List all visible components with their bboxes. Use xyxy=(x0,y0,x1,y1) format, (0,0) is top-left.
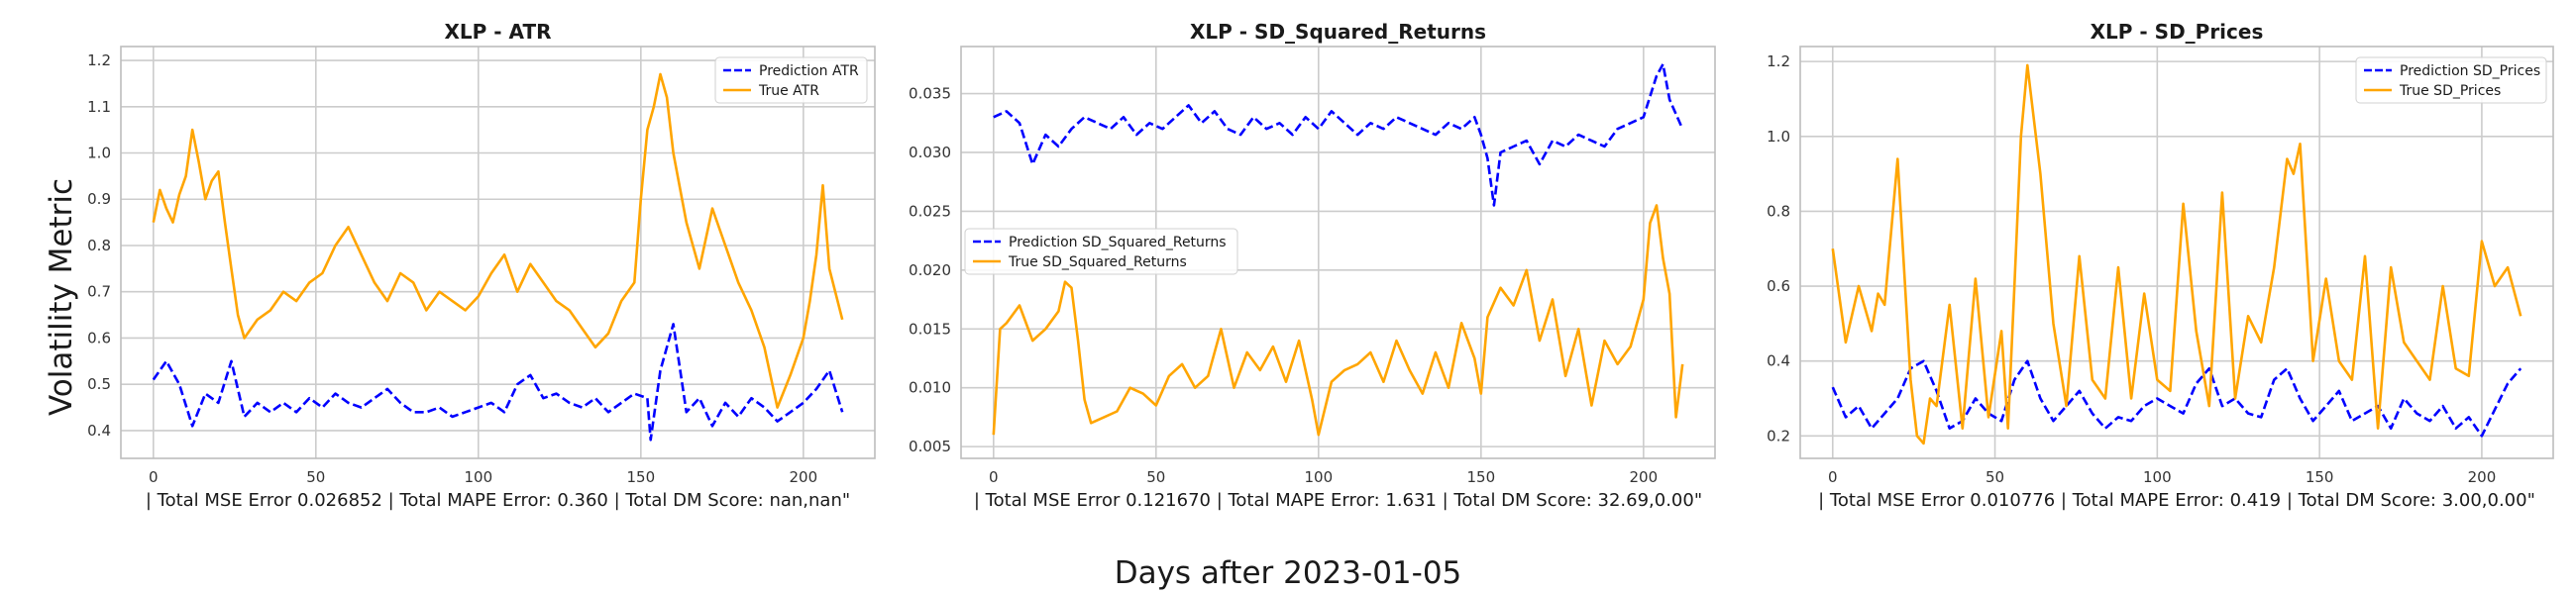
x-tick-label: 50 xyxy=(306,468,325,486)
y-tick-label: 0.5 xyxy=(87,375,111,393)
true-line xyxy=(152,72,844,409)
y-tick-label: 0.025 xyxy=(909,202,951,220)
x-tick-label: 0 xyxy=(149,468,159,486)
legend-label: True SD_Squared_Returns xyxy=(1008,254,1187,270)
x-tick-label: 50 xyxy=(1986,468,2004,486)
subplot-title: XLP - ATR xyxy=(444,20,551,44)
x-tick-label: 100 xyxy=(1304,468,1333,486)
y-tick-label: 1.0 xyxy=(1767,128,1790,146)
y-tick-label: 0.4 xyxy=(1767,352,1790,370)
x-tick-label: 50 xyxy=(1146,468,1165,486)
legend-label: Prediction SD_Prices xyxy=(2400,63,2540,79)
subplot-title: XLP - SD_Prices xyxy=(2091,20,2264,44)
legend-label: Prediction ATR xyxy=(759,63,859,79)
x-tick-label: 150 xyxy=(1467,468,1496,486)
x-tick-label: 200 xyxy=(2468,468,2497,486)
x-tick-label: 150 xyxy=(2306,468,2334,486)
y-tick-label: 0.2 xyxy=(1767,427,1790,445)
legend: Prediction SD_Squared_Returns True SD_Squ… xyxy=(964,228,1238,275)
legend-label: True SD_Prices xyxy=(2399,83,2501,99)
y-tick-label: 0.035 xyxy=(909,85,951,103)
legend-box xyxy=(964,228,1238,275)
prediction-line xyxy=(152,323,844,442)
prediction-line xyxy=(1831,359,2522,438)
y-tick-label: 0.6 xyxy=(1767,277,1790,295)
x-tick-label: 150 xyxy=(627,468,656,486)
y-tick-label: 0.010 xyxy=(909,379,951,397)
x-tick-label: 100 xyxy=(2143,468,2172,486)
axes-frame xyxy=(960,46,1716,459)
true-line xyxy=(1831,63,2522,446)
true-line xyxy=(992,204,1684,437)
y-tick-label: 1.2 xyxy=(87,51,111,69)
x-tick-label: 200 xyxy=(790,468,818,486)
subplot-sd-prices: 0 50 100 150 200 0.2 0.4 0.6 0.8 1.0 1.2 XLP - SD_… xyxy=(1767,20,2554,511)
y-tick-label: 0.005 xyxy=(909,438,951,455)
y-tick-label: 0.015 xyxy=(909,320,951,338)
legend-box xyxy=(714,56,868,104)
subplot-xlabel: | Total MSE Error 0.010776 | Total MAPE … xyxy=(1818,490,2535,511)
x-tick-label: 100 xyxy=(464,468,492,486)
y-tick-label: 1.2 xyxy=(1767,52,1790,70)
x-tick-label: 0 xyxy=(1828,468,1838,486)
y-tick-label: 0.7 xyxy=(87,283,111,301)
y-tick-label: 0.9 xyxy=(87,190,111,208)
subplot-sd-squared-returns: 0 50 100 150 200 0.005 0.010 0.015 0.020 0.025 0.0… xyxy=(909,20,1716,511)
subplot-title: XLP - SD_Squared_Returns xyxy=(1190,20,1486,44)
axes-frame xyxy=(120,46,876,459)
y-tick-label: 0.020 xyxy=(909,261,951,279)
y-tick-label: 1.1 xyxy=(87,98,111,116)
x-tick-label: 200 xyxy=(1630,468,1659,486)
subplot-atr: 0 50 100 150 2000.40.50.60.70.80.91.01.11.2 … xyxy=(87,20,876,511)
plot-area: 0 50 100 150 200 0.4 0.5 0.6 0.7 0.8 0.9 1.0 1.1 1.2 xyxy=(87,46,876,486)
subplot-xlabel: | Total MSE Error 0.121670 | Total MAPE … xyxy=(974,490,1702,511)
plot-area: 0 50 100 150 200 0.005 0.010 0.015 0.020 0.025 0.0… xyxy=(909,46,1716,486)
legend: Prediction SD_Prices True SD_Prices xyxy=(2355,56,2547,104)
legend-label: True ATR xyxy=(758,83,819,99)
axes-frame xyxy=(1799,46,2554,459)
legend-label: Prediction SD_Squared_Returns xyxy=(1009,235,1227,250)
figure-xlabel: Days after 2023-01-05 xyxy=(1115,555,1462,591)
y-tick-label: 0.4 xyxy=(87,422,111,440)
figure-ylabel: Volatility Metric xyxy=(44,178,79,416)
y-tick-label: 0.030 xyxy=(909,144,951,161)
y-tick-label: 0.6 xyxy=(87,329,111,346)
prediction-line xyxy=(993,62,1684,207)
legend-box xyxy=(2355,56,2547,104)
plot-area: 0 50 100 150 200 0.2 0.4 0.6 0.8 1.0 1.2 xyxy=(1767,46,2554,486)
x-tick-label: 0 xyxy=(989,468,999,486)
y-tick-label: 1.0 xyxy=(87,145,111,162)
legend: Prediction ATR True ATR xyxy=(714,56,868,104)
subplot-xlabel: | Total MSE Error 0.026852 | Total MAPE … xyxy=(146,490,850,511)
y-tick-label: 0.8 xyxy=(1767,202,1790,220)
y-tick-label: 0.8 xyxy=(87,237,111,254)
